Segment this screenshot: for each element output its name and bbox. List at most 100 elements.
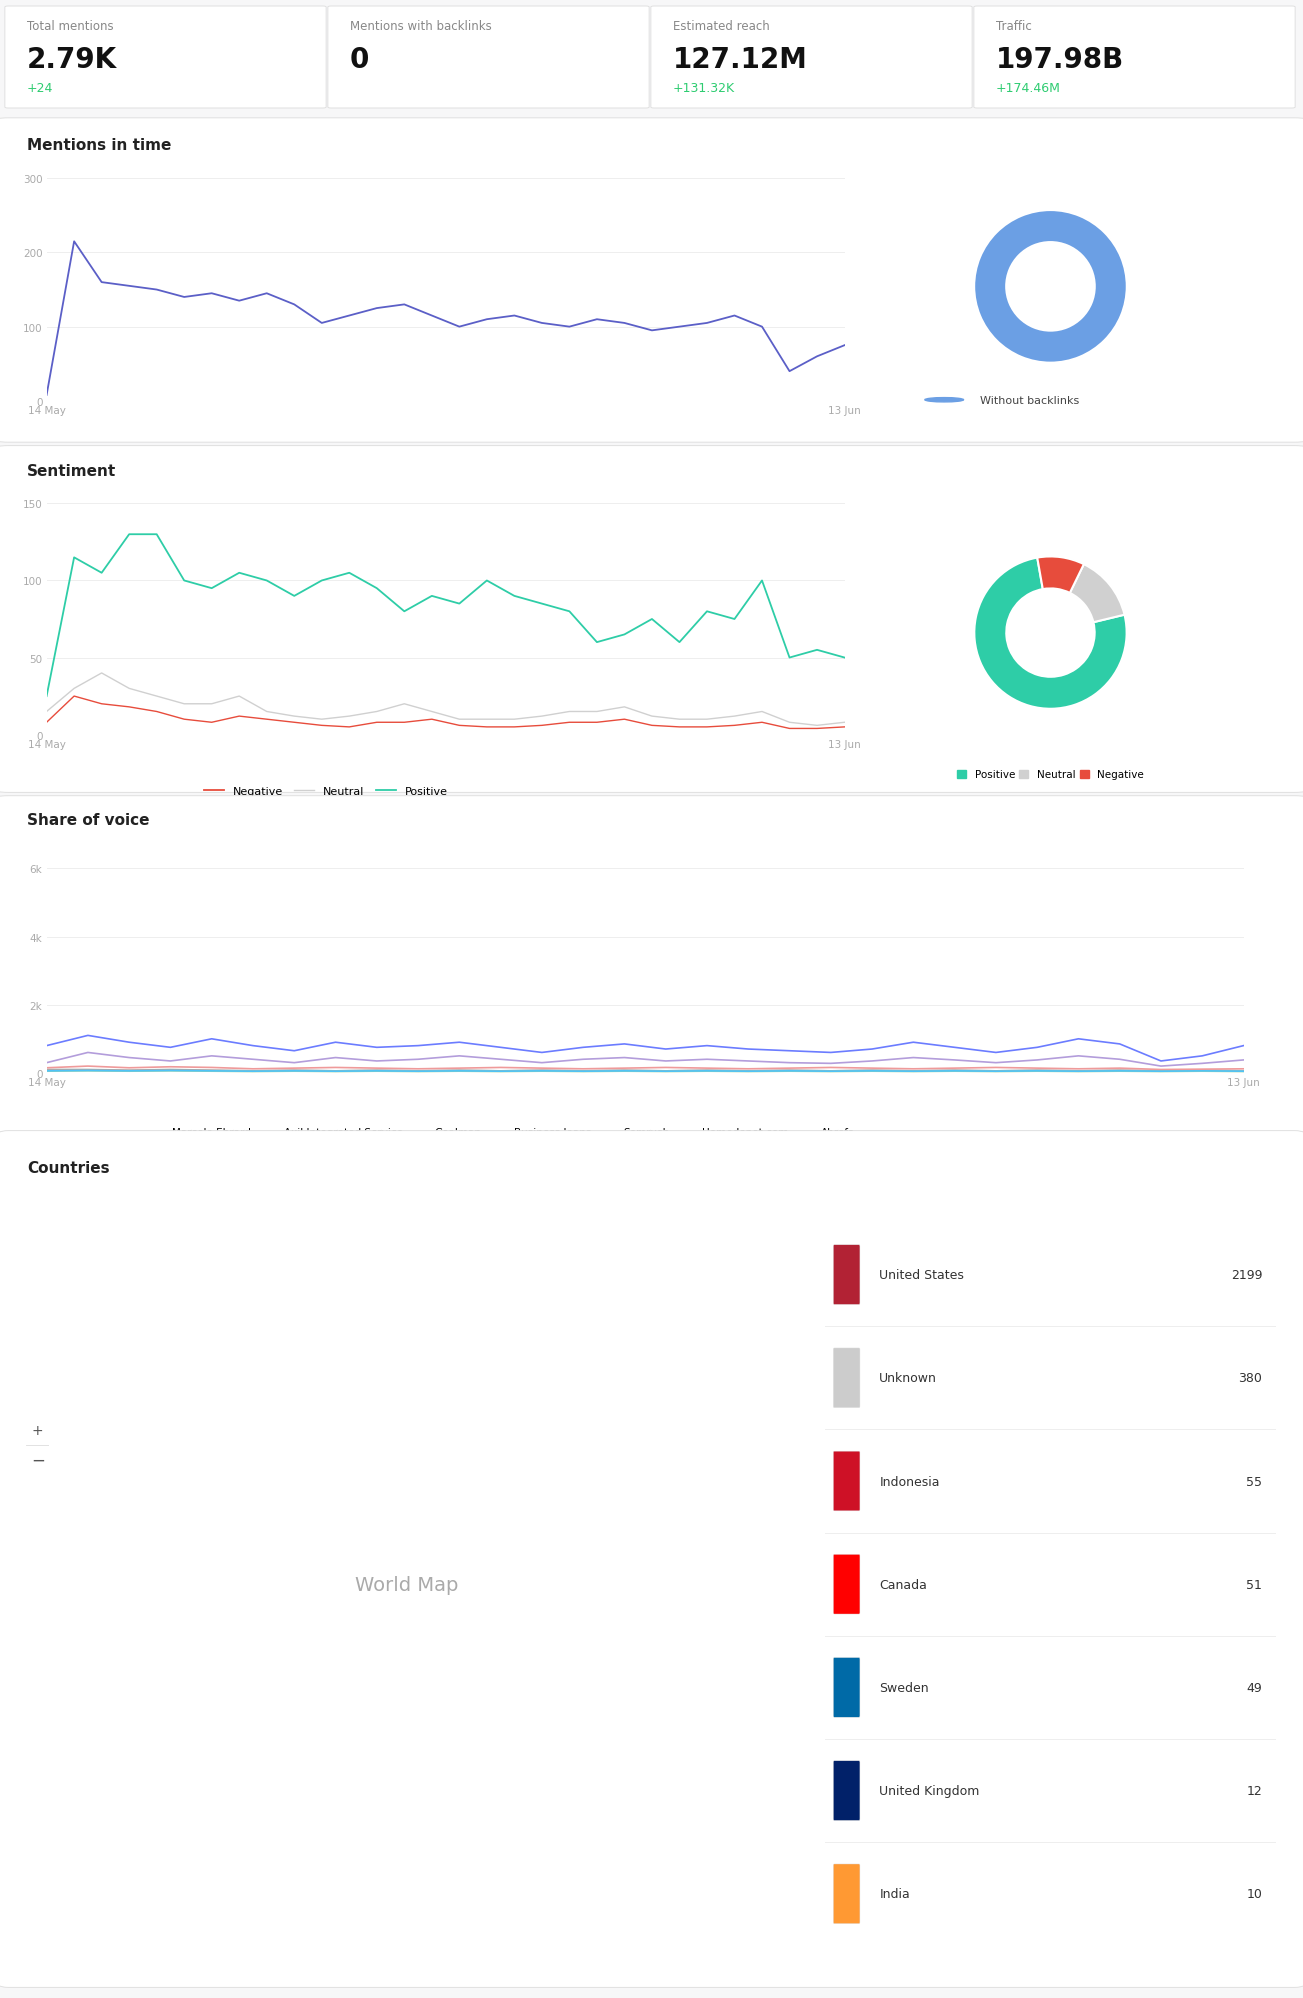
Axil Integrated Service — [39, 1059, 55, 1083]
Homedepot.com — [782, 1059, 797, 1083]
Goalmap — [79, 1059, 95, 1083]
Axil Integrated Service — [1195, 1059, 1210, 1083]
Homedepot.com — [658, 1061, 674, 1085]
Goalmap — [163, 1059, 179, 1083]
Text: Traffic: Traffic — [995, 20, 1032, 34]
Text: United States: United States — [880, 1269, 964, 1281]
Business loans — [1153, 1055, 1169, 1079]
Text: +: + — [33, 1423, 43, 1437]
Marcelo Ebrard — [1111, 1033, 1127, 1057]
Line: Semrush: Semrush — [47, 1067, 1243, 1071]
Semrush — [740, 1057, 756, 1081]
Wedge shape — [975, 212, 1127, 364]
Business loans — [79, 1041, 95, 1065]
Homedepot.com — [864, 1059, 880, 1083]
Ahrefs — [1111, 1059, 1127, 1083]
Business loans — [287, 1051, 302, 1075]
Homedepot.com — [823, 1061, 839, 1085]
Text: 127.12M: 127.12M — [672, 46, 808, 74]
Marcelo Ebrard — [287, 1039, 302, 1063]
Homedepot.com — [906, 1061, 921, 1085]
Goalmap — [369, 1059, 384, 1083]
FancyBboxPatch shape — [834, 1864, 860, 1924]
Homedepot.com — [163, 1059, 179, 1083]
Homedepot.com — [493, 1061, 508, 1085]
Axil Integrated Service — [163, 1059, 179, 1083]
Ahrefs — [1235, 1059, 1251, 1083]
Marcelo Ebrard — [823, 1041, 839, 1065]
Axil Integrated Service — [576, 1059, 592, 1083]
Text: World Map: World Map — [356, 1574, 459, 1594]
Axil Integrated Service — [452, 1059, 468, 1083]
Axil Integrated Service — [534, 1059, 550, 1083]
Axil Integrated Service — [79, 1059, 95, 1083]
Goalmap — [616, 1059, 632, 1083]
Business loans — [245, 1047, 261, 1071]
Semrush — [121, 1057, 137, 1081]
Marcelo Ebrard — [740, 1037, 756, 1061]
Semrush — [864, 1057, 880, 1081]
Text: Indonesia: Indonesia — [880, 1475, 939, 1489]
Ahrefs — [39, 1059, 55, 1083]
Text: 55: 55 — [1246, 1475, 1263, 1489]
Marcelo Ebrard — [1029, 1035, 1045, 1059]
Business loans — [121, 1047, 137, 1071]
Homedepot.com — [245, 1061, 261, 1085]
Text: 10: 10 — [1246, 1888, 1263, 1900]
Text: 2.79K: 2.79K — [27, 46, 117, 74]
Axil Integrated Service — [1029, 1059, 1045, 1083]
Business loans — [823, 1051, 839, 1075]
Semrush — [1195, 1057, 1210, 1081]
Marcelo Ebrard — [1071, 1027, 1087, 1051]
Marcelo Ebrard — [369, 1035, 384, 1059]
Ahrefs — [823, 1059, 839, 1083]
Goalmap — [1029, 1059, 1045, 1083]
Business loans — [452, 1045, 468, 1069]
Semrush — [452, 1057, 468, 1081]
FancyBboxPatch shape — [834, 1245, 860, 1305]
Business loans — [658, 1049, 674, 1073]
Axil Integrated Service — [410, 1059, 426, 1083]
Text: Countries: Countries — [27, 1161, 109, 1175]
FancyBboxPatch shape — [0, 1131, 1303, 1988]
FancyBboxPatch shape — [0, 446, 1303, 793]
Homedepot.com — [616, 1059, 632, 1083]
Semrush — [1071, 1057, 1087, 1081]
Semrush — [369, 1057, 384, 1081]
Goalmap — [823, 1059, 839, 1083]
Ahrefs — [1195, 1059, 1210, 1083]
Business loans — [576, 1047, 592, 1071]
Marcelo Ebrard — [493, 1035, 508, 1059]
Goalmap — [203, 1059, 219, 1083]
Goalmap — [1235, 1059, 1251, 1083]
Ahrefs — [700, 1059, 715, 1083]
Goalmap — [245, 1059, 261, 1083]
Homedepot.com — [121, 1059, 137, 1083]
Marcelo Ebrard — [658, 1037, 674, 1061]
Goalmap — [410, 1059, 426, 1083]
Business loans — [163, 1049, 179, 1073]
Business loans — [782, 1051, 797, 1075]
Goalmap — [287, 1059, 302, 1083]
Ahrefs — [121, 1059, 137, 1083]
Semrush — [534, 1057, 550, 1081]
Text: Sentiment: Sentiment — [27, 464, 116, 478]
Marcelo Ebrard — [163, 1035, 179, 1059]
Goalmap — [534, 1059, 550, 1083]
Ahrefs — [740, 1059, 756, 1083]
Axil Integrated Service — [823, 1059, 839, 1083]
Marcelo Ebrard — [327, 1031, 343, 1055]
Ahrefs — [576, 1059, 592, 1083]
FancyBboxPatch shape — [834, 1554, 860, 1614]
Semrush — [163, 1055, 179, 1079]
Goalmap — [700, 1059, 715, 1083]
Goalmap — [782, 1059, 797, 1083]
Semrush — [947, 1057, 963, 1081]
Ahrefs — [369, 1059, 384, 1083]
Homedepot.com — [740, 1061, 756, 1085]
Business loans — [39, 1051, 55, 1075]
Wedge shape — [1070, 565, 1124, 623]
Semrush — [1029, 1057, 1045, 1081]
Marcelo Ebrard — [864, 1037, 880, 1061]
Business loans — [1029, 1049, 1045, 1073]
